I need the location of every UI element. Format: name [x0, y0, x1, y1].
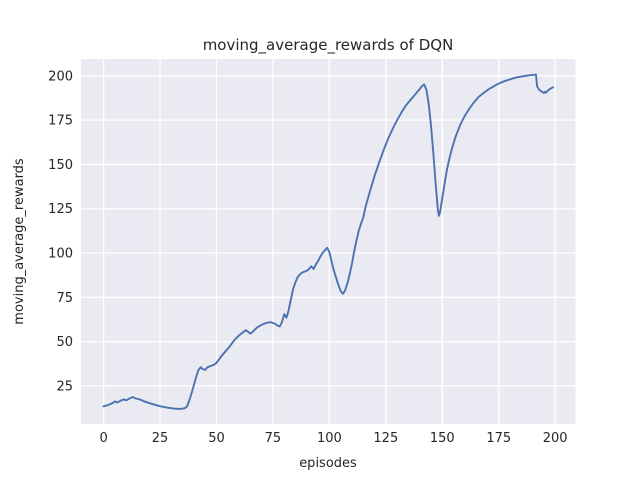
y-tick-label: 125: [48, 202, 73, 217]
y-tick-label: 175: [48, 114, 73, 129]
data-line-series: [102, 73, 554, 410]
y-tick-label: 75: [56, 291, 73, 306]
x-tick-label: 175: [486, 431, 511, 446]
x-tick-labels: 0 25 50 75 100 125 150 175 200: [99, 431, 567, 446]
x-axis-label: episodes: [299, 456, 357, 471]
y-axis-label: moving_average_rewards: [12, 158, 27, 325]
y-tick-label: 200: [48, 69, 73, 84]
x-tick-label: 25: [152, 431, 169, 446]
y-tick-label: 25: [56, 379, 73, 394]
x-tick-label: 75: [265, 431, 282, 446]
y-tick-labels: 25 50 75 100 125 150 175 200: [48, 69, 73, 394]
x-tick-label: 125: [373, 431, 398, 446]
plot-area: [81, 59, 576, 424]
x-tick-label: 0: [99, 431, 107, 446]
x-tick-label: 100: [317, 431, 342, 446]
x-tick-label: 50: [208, 431, 225, 446]
y-tick-label: 150: [48, 158, 73, 173]
x-tick-label: 200: [543, 431, 568, 446]
y-tick-label: 100: [48, 247, 73, 262]
gridlines: [81, 59, 576, 424]
x-tick-label: 150: [430, 431, 455, 446]
chart-title: moving_average_rewards of DQN: [203, 36, 454, 55]
y-tick-label: 50: [56, 335, 73, 350]
